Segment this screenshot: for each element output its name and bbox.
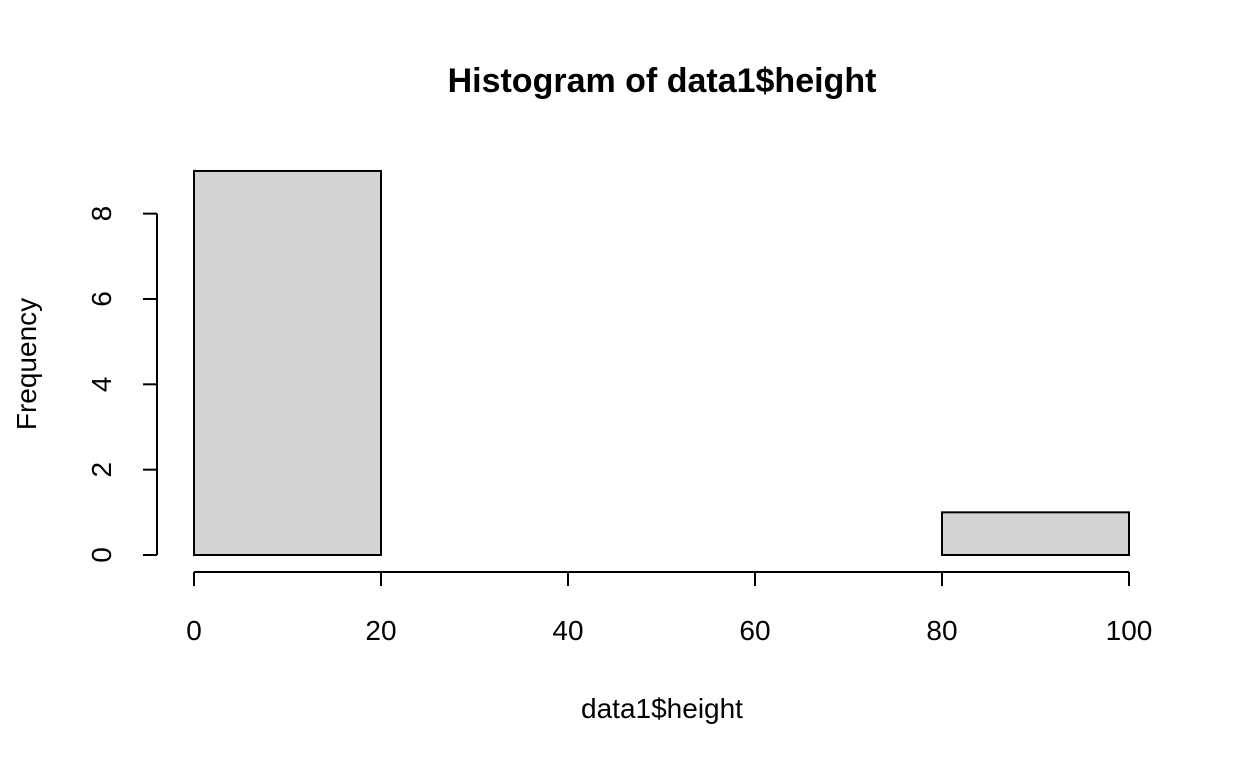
y-tick-label: 2 [86, 462, 117, 478]
x-tick-label: 0 [186, 615, 202, 646]
x-tick-label: 80 [926, 615, 957, 646]
y-axis: 0 2 4 6 8 [86, 206, 158, 563]
x-tick-label: 20 [365, 615, 396, 646]
bar-80-100 [941, 511, 1130, 557]
x-tick-label: 40 [552, 615, 583, 646]
bars-group [193, 169, 1130, 557]
chart-title: Histogram of data1$height [448, 62, 877, 100]
x-tick-label: 60 [739, 615, 770, 646]
y-tick-label: 8 [86, 206, 117, 222]
y-axis-label: Frequency [11, 298, 42, 430]
x-tick-label: 100 [1106, 615, 1153, 646]
y-tick-label: 6 [86, 291, 117, 307]
bar-0-20 [193, 169, 382, 556]
y-tick-label: 0 [86, 547, 117, 563]
y-tick-label: 4 [86, 377, 117, 393]
x-axis: 0 20 40 60 80 100 [186, 571, 1153, 646]
x-axis-label: data1$height [581, 693, 743, 724]
